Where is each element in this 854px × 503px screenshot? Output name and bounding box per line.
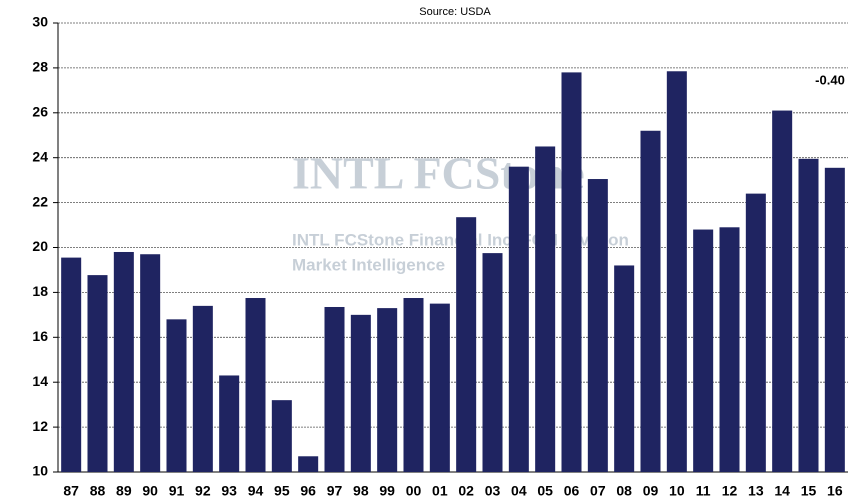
- x-tick-label: 98: [353, 483, 369, 499]
- bar: [377, 308, 398, 472]
- x-tick-label: 96: [300, 483, 316, 499]
- bar: [693, 229, 714, 472]
- x-tick-label: 10: [669, 483, 685, 499]
- bar: [772, 110, 793, 473]
- x-tick-label: 93: [221, 483, 237, 499]
- x-tick-label: 89: [116, 483, 132, 499]
- chart-subtitle: Source: USDA: [419, 6, 491, 18]
- x-tick-label: 92: [195, 483, 211, 499]
- x-tick-label: 03: [485, 483, 501, 499]
- y-tick-label: 18: [32, 283, 48, 299]
- x-tick-label: 90: [142, 483, 158, 499]
- bar: [640, 130, 661, 472]
- bar: [745, 193, 766, 472]
- y-tick-label: 16: [32, 328, 48, 344]
- y-tick-label: 30: [32, 14, 48, 30]
- bar: [508, 166, 529, 472]
- bar: [350, 314, 371, 472]
- x-tick-label: 87: [63, 483, 79, 499]
- x-tick-label: 02: [458, 483, 474, 499]
- x-tick-label: 11: [696, 483, 711, 499]
- x-tick-label: 88: [90, 483, 106, 499]
- watermark-line: Market Intelligence: [292, 255, 445, 274]
- x-tick-label: 95: [274, 483, 290, 499]
- x-tick-label: 07: [590, 483, 606, 499]
- bar: [456, 217, 477, 472]
- annotation: -0.40: [815, 72, 845, 87]
- x-tick-label: 13: [748, 483, 764, 499]
- bar: [140, 254, 161, 472]
- y-tick-label: 22: [32, 193, 48, 209]
- x-tick-label: 97: [327, 483, 343, 499]
- bar: [113, 251, 134, 472]
- x-tick-label: 91: [169, 483, 185, 499]
- y-tick-label: 10: [32, 463, 48, 479]
- x-tick-label: 06: [564, 483, 580, 499]
- bar: [61, 257, 82, 472]
- y-tick-label: 28: [32, 59, 48, 75]
- x-tick-label: 99: [379, 483, 395, 499]
- x-tick-label: 12: [722, 483, 738, 499]
- bar: [587, 179, 608, 472]
- y-tick-label: 20: [32, 238, 48, 254]
- y-tick-label: 12: [32, 418, 48, 434]
- x-tick-label: 94: [248, 483, 264, 499]
- bar: [403, 298, 424, 472]
- bar: [482, 253, 503, 472]
- bar: [614, 265, 635, 472]
- x-tick-label: 04: [511, 483, 527, 499]
- x-tick-label: 08: [616, 483, 632, 499]
- bar: [535, 146, 556, 472]
- x-tick-label: 16: [827, 483, 843, 499]
- x-tick-label: 00: [406, 483, 422, 499]
- bar: [245, 298, 266, 472]
- bar: [192, 305, 213, 472]
- bar: [166, 319, 187, 472]
- bar: [561, 72, 582, 472]
- x-tick-label: 09: [643, 483, 659, 499]
- y-tick-label: 26: [32, 104, 48, 120]
- bar: [798, 158, 819, 472]
- x-tick-label: 15: [801, 483, 817, 499]
- y-tick-label: 24: [32, 148, 48, 164]
- x-tick-label: 01: [432, 483, 448, 499]
- bar: [271, 400, 292, 472]
- bar: [87, 275, 108, 472]
- x-tick-label: 14: [774, 483, 790, 499]
- y-tick-label: 14: [32, 373, 48, 389]
- x-tick-label: 05: [537, 483, 553, 499]
- bar: [824, 167, 845, 473]
- bar: [324, 306, 345, 472]
- bar: [429, 303, 450, 472]
- bar: [719, 227, 740, 472]
- bar: [219, 375, 240, 472]
- bar: [298, 456, 319, 472]
- bar: [666, 71, 687, 472]
